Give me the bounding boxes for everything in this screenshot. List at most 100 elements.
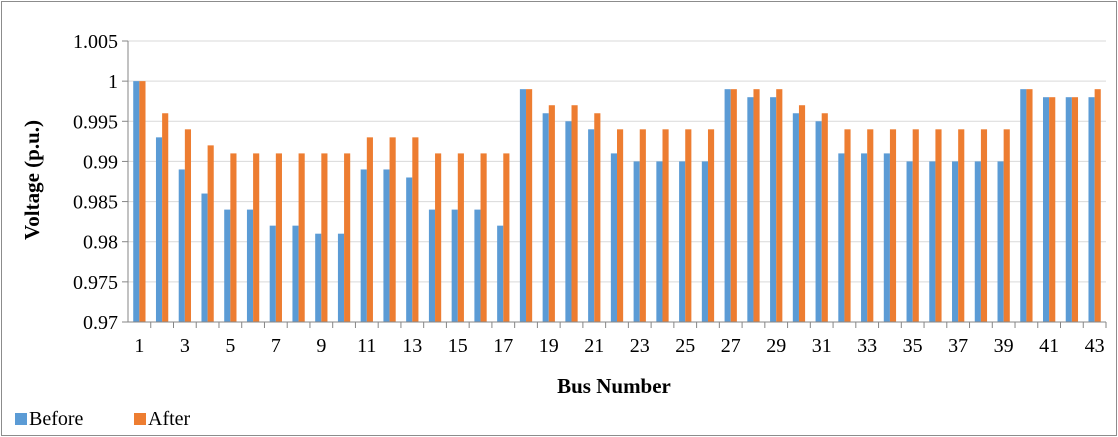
gridlines	[128, 40, 1106, 283]
legend-label-before: Before	[29, 408, 84, 430]
bar-before-bus-41	[1042, 97, 1050, 322]
bar-before-bus-26	[701, 161, 708, 322]
bar-before-bus-23	[633, 161, 640, 322]
bar-after-bus-11	[366, 137, 373, 322]
bar-after-bus-42	[1071, 97, 1079, 322]
bar-after-bus-17	[503, 153, 510, 322]
bar-after-bus-8	[298, 153, 305, 322]
x-axis-title: Bus Number	[557, 374, 671, 398]
legend: Before After	[15, 408, 191, 430]
bar-after-bus-4	[207, 145, 214, 322]
bar-after-bus-1	[139, 81, 146, 323]
bar-after-bus-21	[594, 113, 601, 322]
bar-after-bus-25	[685, 129, 692, 322]
x-tick-label: 7	[271, 335, 281, 357]
bar-before-bus-6	[246, 209, 254, 322]
y-tick-label: 0.97	[83, 312, 118, 334]
bar-before-bus-32	[838, 153, 845, 322]
y-axis-ticks: 0.97 0.975 0.98 0.985 0.99 0.995 1 1.005	[73, 31, 128, 334]
bar-after-bus-43	[1094, 89, 1101, 323]
bar-before-bus-38	[974, 161, 981, 322]
bar-after-bus-40	[1026, 89, 1033, 323]
bar-before-bus-13	[406, 177, 413, 322]
axes	[127, 41, 1106, 323]
x-tick-label: 31	[812, 335, 832, 357]
y-tick-label: 1.005	[73, 31, 118, 53]
bar-before-bus-17	[497, 225, 504, 322]
bar-before-bus-9	[315, 233, 322, 322]
bar-after-bus-28	[753, 89, 760, 323]
bar-before-bus-8	[292, 225, 299, 322]
x-tick-label: 19	[539, 335, 559, 357]
y-tick-label: 1	[108, 71, 118, 93]
bar-before-bus-22	[610, 153, 617, 322]
y-axis-title: Voltage (p.u.)	[20, 120, 44, 240]
bar-before-bus-18	[519, 89, 527, 323]
bar-before-bus-2	[155, 137, 163, 322]
bar-before-bus-16	[474, 209, 481, 322]
bar-after-bus-37	[958, 129, 965, 322]
bar-after-bus-16	[480, 153, 487, 322]
bar-before-bus-14	[428, 209, 436, 322]
x-tick-label: 1	[134, 335, 144, 357]
bar-before-bus-1	[133, 81, 140, 323]
x-tick-label: 33	[857, 335, 877, 357]
x-tick-label: 3	[180, 335, 190, 357]
bar-after-bus-30	[798, 105, 806, 322]
bar-before-bus-35	[906, 161, 913, 322]
bar-before-bus-33	[861, 153, 868, 322]
x-tick-label: 27	[721, 335, 741, 357]
bar-after-bus-18	[526, 89, 533, 323]
x-tick-label: 9	[316, 335, 326, 357]
bar-before-bus-36	[929, 161, 936, 322]
x-tick-label: 11	[357, 335, 376, 357]
x-tick-label: 41	[1039, 335, 1059, 357]
bar-before-bus-15	[451, 209, 458, 322]
bar-before-bus-29	[770, 97, 777, 322]
bar-before-bus-39	[997, 161, 1004, 322]
bar-before-bus-20	[565, 121, 572, 323]
bar-before-bus-24	[656, 161, 663, 322]
bar-after-bus-29	[776, 89, 783, 323]
bar-after-bus-24	[662, 129, 669, 322]
y-tick-label: 0.99	[83, 151, 118, 173]
bar-before-bus-34	[883, 153, 890, 322]
bar-after-bus-36	[935, 129, 942, 322]
x-tick-label: 23	[630, 335, 650, 357]
bar-before-bus-25	[679, 161, 686, 322]
bar-after-bus-26	[707, 129, 715, 322]
bar-before-bus-11	[360, 169, 367, 322]
legend-swatch-before	[15, 413, 27, 425]
bar-after-bus-14	[435, 153, 442, 322]
y-tick-label: 0.975	[73, 272, 118, 294]
bar-before-bus-40	[1020, 89, 1027, 323]
x-tick-label: 35	[903, 335, 923, 357]
x-tick-label: 39	[994, 335, 1014, 357]
y-tick-label: 0.995	[73, 111, 118, 133]
y-tick-label: 0.985	[73, 192, 118, 214]
bar-before-bus-10	[337, 233, 345, 322]
bar-after-bus-23	[639, 129, 646, 322]
bar-after-bus-3	[184, 129, 192, 322]
legend-label-after: After	[148, 408, 191, 430]
bar-before-bus-5	[224, 209, 231, 322]
x-tick-label: 29	[766, 335, 786, 357]
bar-after-bus-27	[730, 89, 737, 323]
bar-before-bus-28	[747, 97, 754, 322]
bar-before-bus-21	[588, 129, 595, 322]
x-tick-label: 37	[948, 335, 968, 357]
x-tick-label: 21	[584, 335, 604, 357]
bar-after-bus-22	[617, 129, 624, 322]
bar-before-bus-43	[1088, 97, 1095, 322]
bar-before-bus-4	[201, 193, 208, 322]
bar-before-bus-42	[1065, 97, 1072, 322]
bar-after-bus-33	[867, 129, 874, 322]
bar-after-bus-34	[889, 129, 897, 322]
x-tick-label: 13	[402, 335, 422, 357]
bar-before-bus-27	[724, 89, 731, 323]
bar-after-bus-41	[1049, 97, 1056, 322]
bar-after-bus-39	[1003, 129, 1010, 322]
bar-after-bus-15	[457, 153, 464, 322]
bar-after-bus-12	[389, 137, 396, 322]
